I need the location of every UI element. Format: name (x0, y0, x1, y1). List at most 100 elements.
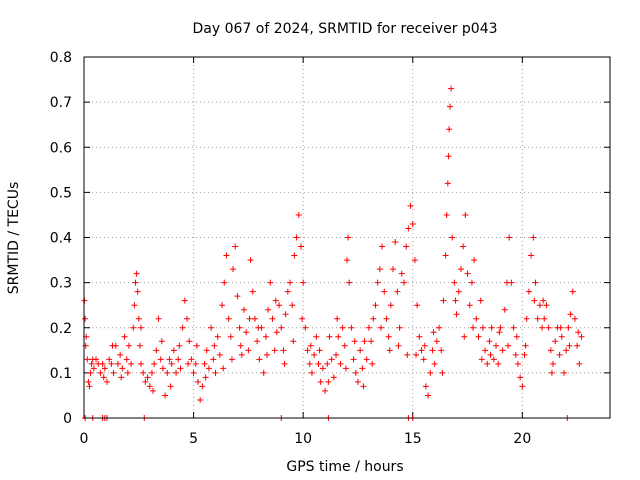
data-point (262, 333, 269, 340)
data-point (131, 302, 138, 309)
y-tick-label: 0.4 (50, 231, 72, 247)
data-point (360, 383, 367, 390)
data-point (125, 342, 132, 349)
y-axis-label: SRMTID / TECUs (6, 182, 22, 295)
data-point (317, 378, 324, 385)
data-point (110, 369, 117, 376)
data-point (282, 311, 289, 318)
data-point (352, 369, 359, 376)
data-point (297, 243, 304, 250)
data-point (369, 360, 376, 367)
data-point (246, 315, 253, 322)
data-point (497, 324, 504, 331)
data-point (240, 306, 247, 313)
data-point (478, 356, 485, 363)
data-point (418, 347, 425, 354)
y-tick-label: 0.8 (50, 50, 72, 66)
data-point (153, 347, 160, 354)
data-point (482, 347, 489, 354)
data-point (221, 279, 228, 286)
data-point (238, 351, 245, 358)
data-point (289, 302, 296, 309)
data-point (495, 360, 502, 367)
data-point (89, 356, 96, 363)
data-point (236, 324, 243, 331)
data-point (493, 342, 500, 349)
data-point (539, 324, 546, 331)
y-tick-label: 0 (63, 411, 72, 427)
data-point (574, 342, 581, 349)
x-tick-label: 15 (404, 431, 422, 447)
data-point (334, 315, 341, 322)
data-point (479, 324, 486, 331)
grid-lines (84, 57, 610, 418)
data-point (405, 225, 412, 232)
data-point (330, 374, 337, 381)
data-point (448, 85, 455, 92)
data-point (249, 288, 256, 295)
data-point (398, 270, 405, 277)
data-point (166, 356, 173, 363)
data-point (148, 369, 155, 376)
x-tick-label: 0 (80, 431, 89, 447)
data-point (395, 342, 402, 349)
data-point (438, 347, 445, 354)
data-point (175, 356, 182, 363)
x-tick-label: 5 (189, 431, 198, 447)
y-tick-label: 0.5 (50, 185, 72, 201)
data-point (243, 329, 250, 336)
data-point (510, 324, 517, 331)
data-points (81, 85, 585, 421)
data-point (416, 333, 423, 340)
data-point (536, 302, 543, 309)
data-point (181, 297, 188, 304)
data-point (466, 302, 473, 309)
data-point (99, 360, 106, 367)
data-point (447, 103, 454, 110)
data-point (557, 324, 564, 331)
data-point (216, 351, 223, 358)
data-point (506, 234, 513, 241)
data-point (162, 392, 169, 399)
data-point (136, 342, 143, 349)
data-point (280, 347, 287, 354)
data-point (543, 302, 550, 309)
data-point (461, 333, 468, 340)
data-point (528, 252, 535, 259)
x-tick-label: 10 (294, 431, 312, 447)
data-point (487, 351, 494, 358)
data-point (488, 324, 495, 331)
data-point (525, 288, 532, 295)
data-point (575, 329, 582, 336)
data-point (322, 387, 329, 394)
data-point (157, 356, 164, 363)
data-point (387, 302, 394, 309)
data-point (179, 324, 186, 331)
data-point (440, 297, 447, 304)
data-point (234, 293, 241, 300)
data-point (273, 329, 280, 336)
data-point (508, 279, 515, 286)
data-point (462, 211, 469, 218)
data-point (357, 347, 364, 354)
data-point (87, 369, 94, 376)
y-tick-label: 0.2 (50, 321, 72, 337)
data-point (430, 329, 437, 336)
data-point (468, 279, 475, 286)
data-point (140, 369, 147, 376)
data-point (134, 288, 141, 295)
data-point (220, 365, 227, 372)
data-point (348, 324, 355, 331)
data-point (470, 324, 477, 331)
plot-frame (83, 56, 611, 419)
data-point (117, 351, 124, 358)
data-point (85, 378, 92, 385)
data-point (237, 342, 244, 349)
data-point (514, 360, 521, 367)
data-point (460, 243, 467, 250)
data-point (436, 324, 443, 331)
data-point (565, 324, 572, 331)
data-point (230, 266, 237, 273)
data-point (425, 392, 432, 399)
data-point (407, 202, 414, 209)
